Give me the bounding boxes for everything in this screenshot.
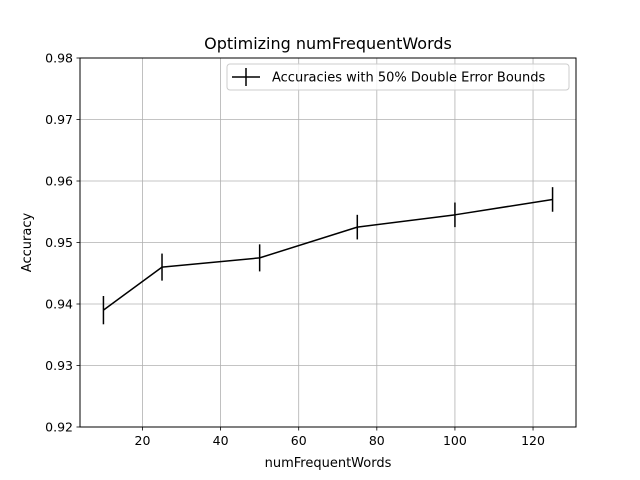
x-axis-label: numFrequentWords bbox=[265, 456, 392, 471]
series-line bbox=[102, 198, 553, 311]
series-layer bbox=[102, 187, 554, 325]
x-tick-label: 120 bbox=[521, 433, 545, 448]
grid bbox=[80, 57, 576, 428]
x-tick-label: 80 bbox=[369, 433, 385, 448]
x-tick-label: 60 bbox=[291, 433, 307, 448]
y-tick-label: 0.98 bbox=[45, 51, 73, 66]
y-tick-label: 0.92 bbox=[45, 420, 73, 435]
legend-box bbox=[226, 63, 570, 91]
y-tick-label: 0.95 bbox=[45, 235, 73, 250]
y-tick-label: 0.93 bbox=[45, 358, 73, 373]
y-tick-label: 0.96 bbox=[45, 174, 73, 189]
x-tick-label: 40 bbox=[213, 433, 229, 448]
y-axis-label: Accuracy bbox=[20, 213, 35, 273]
chart-title: Optimizing numFrequentWords bbox=[204, 34, 452, 53]
x-tick-label: 20 bbox=[135, 433, 151, 448]
axis-ticks: 20 40 60 80 100 120 0.92 0.93 0.94 0.95 0.96 0.97 0.… bbox=[45, 51, 545, 449]
y-tick-label: 0.97 bbox=[45, 112, 73, 127]
x-tick-label: 100 bbox=[443, 433, 467, 448]
legend: Accuracies with 50% Double Error Bounds bbox=[226, 63, 570, 91]
legend-label: Accuracies with 50% Double Error Bounds bbox=[272, 71, 546, 86]
y-tick-label: 0.94 bbox=[45, 297, 73, 312]
